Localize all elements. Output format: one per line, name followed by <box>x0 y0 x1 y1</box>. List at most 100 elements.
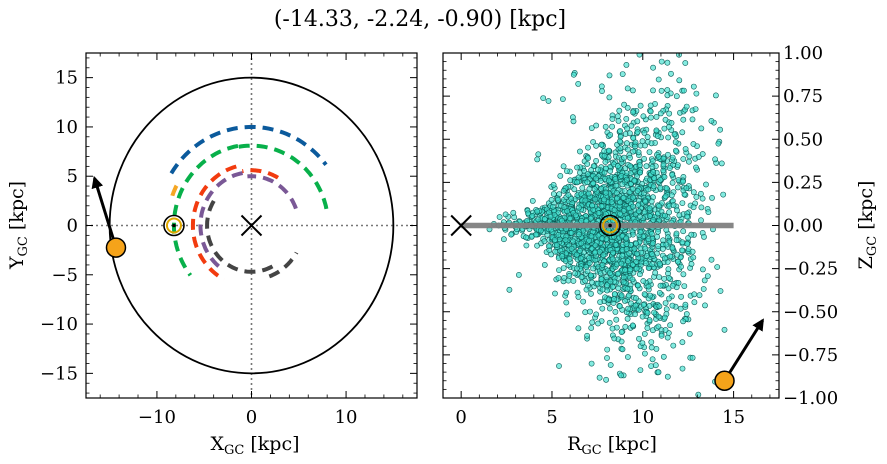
star-point <box>703 181 709 188</box>
star-point <box>656 274 662 280</box>
star-point <box>618 172 625 179</box>
star-point <box>550 203 556 210</box>
star-point <box>648 114 654 121</box>
star-point <box>650 240 656 247</box>
star-point <box>699 151 706 157</box>
star-point <box>533 231 539 238</box>
star-point <box>630 109 636 116</box>
star-point <box>607 278 614 285</box>
star-point <box>682 301 689 308</box>
star-point <box>689 354 696 361</box>
left-x-tick-label: −10 <box>138 407 176 428</box>
right-y-tick-label: −0.50 <box>783 302 838 323</box>
star-point <box>629 322 636 329</box>
left-y-tick-label: 0 <box>67 216 78 237</box>
star-point <box>577 255 584 262</box>
star-point <box>671 131 678 138</box>
star-point <box>574 179 581 186</box>
star-point <box>654 233 660 240</box>
star-point <box>668 70 674 77</box>
star-point <box>664 373 671 380</box>
star-point <box>534 156 541 163</box>
star-point <box>598 281 605 288</box>
star-point <box>635 202 642 209</box>
left-y-tick-label: 5 <box>67 166 78 187</box>
star-point <box>682 60 689 66</box>
star-point <box>674 207 680 214</box>
star-point <box>633 258 640 265</box>
right-ticks: 0 5 10 15 −1.00 −0.75 −0.50 −0.25 0.00 0.25 0.50 0.… <box>443 43 838 428</box>
star-point <box>675 279 682 286</box>
star-point <box>573 265 580 272</box>
left-y-axis-label: YGC [kpc] <box>6 181 31 270</box>
left-y-tick-label: 10 <box>55 117 78 138</box>
star-point <box>599 88 605 94</box>
star-point <box>691 291 698 298</box>
star-point <box>689 116 696 123</box>
star-point <box>568 229 575 236</box>
star-point <box>575 325 582 332</box>
star-point <box>646 149 653 155</box>
star-point <box>603 376 609 383</box>
star-point <box>588 290 594 297</box>
star-point <box>661 174 668 180</box>
star-point <box>681 283 688 289</box>
star-point <box>656 289 663 296</box>
star-point <box>506 286 513 293</box>
star-point <box>665 266 672 273</box>
star-point <box>548 196 555 203</box>
star-point <box>552 237 558 243</box>
star-point <box>567 177 574 184</box>
star-point <box>655 369 662 376</box>
star-point <box>586 260 593 266</box>
star-point <box>653 114 660 120</box>
star-point <box>604 346 611 353</box>
star-point <box>570 114 576 121</box>
star-point <box>662 327 669 333</box>
star-point <box>541 261 548 268</box>
star-point <box>589 279 595 286</box>
star-point <box>619 71 626 77</box>
star-point <box>609 116 616 122</box>
left-ticks: −10 0 10 −15 −10 −5 0 5 10 15 <box>40 53 417 428</box>
star-point <box>617 138 623 145</box>
star-point <box>621 154 627 161</box>
star-point <box>635 208 642 215</box>
star-point <box>687 438 692 443</box>
star-point <box>545 243 552 250</box>
star-point <box>567 215 573 222</box>
star-point <box>611 296 617 302</box>
star-point <box>535 216 542 223</box>
star-point <box>669 245 676 252</box>
star-point <box>698 217 704 224</box>
spiral-arm-6 <box>247 174 298 210</box>
star-point <box>684 240 691 247</box>
star-point <box>657 176 664 183</box>
star-point <box>717 126 723 133</box>
star-point <box>655 243 661 250</box>
star-point <box>649 251 655 257</box>
star-point <box>695 391 702 398</box>
star-point <box>636 53 643 58</box>
star-point <box>660 245 666 252</box>
star-point <box>590 206 597 213</box>
star-point <box>650 217 657 223</box>
star-point <box>641 129 648 136</box>
star-point <box>611 291 618 298</box>
star-point <box>696 292 703 299</box>
star-point <box>578 240 585 247</box>
star-point <box>629 186 636 192</box>
star-point <box>623 116 630 122</box>
star-scatter-points <box>486 53 728 443</box>
star-point <box>604 282 610 289</box>
star-point <box>650 87 656 94</box>
star-point <box>700 266 706 273</box>
star-point <box>666 274 672 281</box>
star-point <box>618 292 625 299</box>
star-point <box>523 242 530 249</box>
right-y-tick-label: 0.50 <box>783 129 823 150</box>
sun-inner-ring-right <box>602 217 619 234</box>
star-point <box>588 233 595 240</box>
star-point <box>601 196 608 203</box>
star-point <box>554 242 560 248</box>
